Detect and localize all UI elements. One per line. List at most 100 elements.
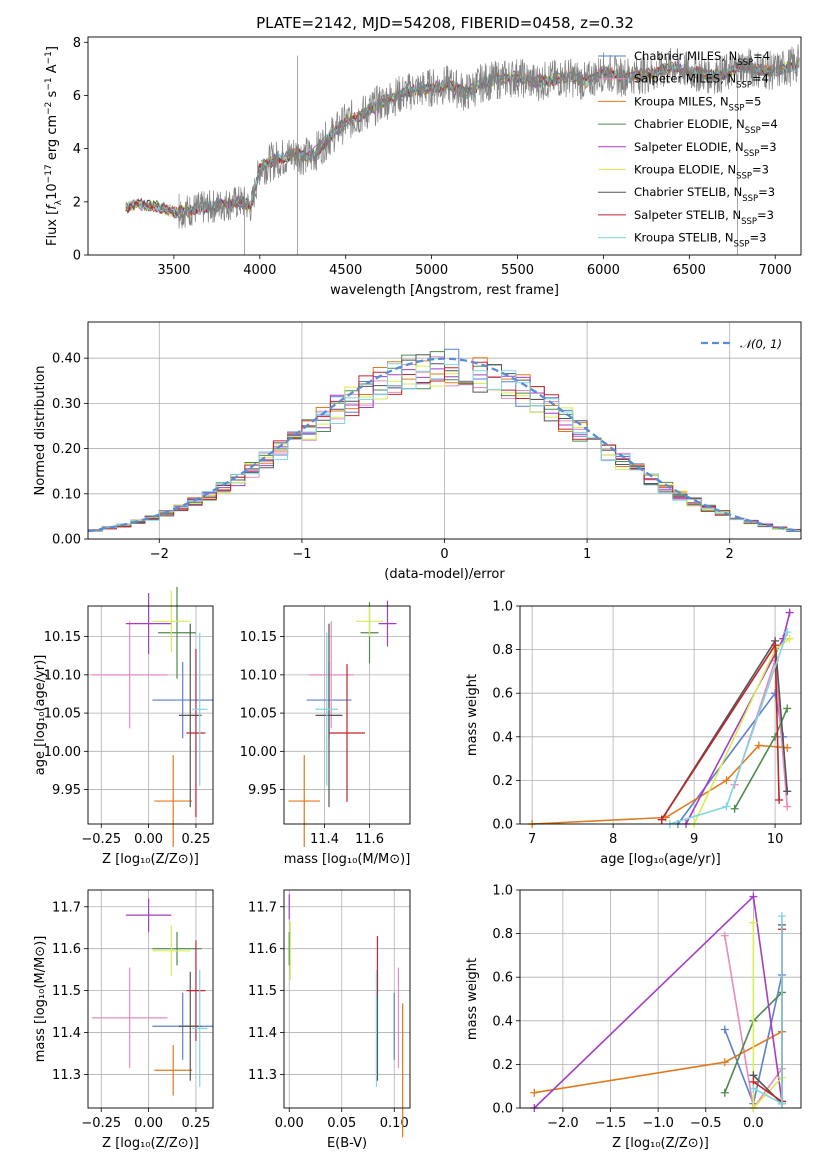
weight-marker xyxy=(783,787,792,796)
weight-marker xyxy=(771,641,780,650)
figure-title: PLATE=2142, MJD=54208, FIBERID=0458, z=0… xyxy=(256,14,634,32)
y-tick-label: 0.2 xyxy=(492,774,513,789)
y-axis-label: age [log₁₀(age/yr)] xyxy=(33,655,48,776)
x-tick-label: −1.0 xyxy=(642,1116,674,1131)
y-tick-label: 9.95 xyxy=(248,783,277,798)
weight-marker xyxy=(722,802,731,811)
legend-entry: Salpeter STELIB, NSSP=3 xyxy=(634,208,774,227)
x-tick-label: −1 xyxy=(292,547,311,562)
x-axis-label: age [log₁₀(age/yr)] xyxy=(600,852,721,867)
y-tick-label: 11.4 xyxy=(248,1026,277,1041)
x-tick-label: −2 xyxy=(150,547,169,562)
panel-mass_vs_Z: −0.25 0.00 0.25 11.3 11.4 11.5 11.6 11.7 Z [log₁… xyxy=(33,889,214,1151)
y-tick-label: 11.4 xyxy=(52,1026,81,1041)
y-tick-label: 10.15 xyxy=(44,630,81,645)
weight-marker xyxy=(783,802,792,811)
y-tick-label: 0.4 xyxy=(492,1014,513,1029)
weight-marker xyxy=(783,743,792,752)
weight-marker xyxy=(777,912,786,921)
x-tick-label: 6500 xyxy=(673,263,706,278)
y-tick-label: 10.05 xyxy=(44,707,81,722)
legend-entry: Chabrier STELIB, NSSP=3 xyxy=(634,185,775,204)
y-tick-label: 2 xyxy=(73,195,81,210)
y-tick-label: 10.15 xyxy=(240,630,277,645)
y-tick-label: 10.00 xyxy=(44,745,81,760)
axes-frame xyxy=(519,605,802,825)
x-tick-label: −0.5 xyxy=(690,1116,722,1131)
x-axis-label: wavelength [Angstrom, rest frame] xyxy=(330,283,559,298)
axes-frame xyxy=(87,605,214,825)
weight-marker xyxy=(720,931,729,940)
y-tick-label: 10.05 xyxy=(240,707,277,722)
y-tick-label: 9.95 xyxy=(52,783,81,798)
y-tick-label: 10.00 xyxy=(240,745,277,760)
y-tick-label: 0 xyxy=(73,249,81,264)
x-tick-label: 9 xyxy=(690,832,698,847)
weight-marker xyxy=(777,1099,786,1108)
x-tick-label: 4000 xyxy=(243,263,276,278)
y-tick-label: 1.0 xyxy=(492,600,513,615)
weight-marker xyxy=(783,628,792,637)
y-axis-label: Flux [fλ10−17 erg cm−2 s−1 A−1] xyxy=(44,46,64,246)
y-tick-label: 1.0 xyxy=(492,884,513,899)
x-axis-label: mass [log₁₀(M/M⊙)] xyxy=(284,852,411,867)
x-tick-label: 8 xyxy=(609,832,617,847)
panel-age_vs_Z: −0.25 0.00 0.25 9.95 10.00 10.05 10.10 10.15 Z [… xyxy=(33,586,214,867)
axes-frame xyxy=(87,889,214,1109)
y-tick-label: 0.10 xyxy=(52,487,81,502)
weight-line xyxy=(661,642,780,821)
x-tick-label: 7 xyxy=(528,832,536,847)
x-tick-label: 5000 xyxy=(415,263,448,278)
weight-marker xyxy=(785,634,794,643)
weight-marker xyxy=(749,918,758,927)
x-axis-label: E(B-V) xyxy=(327,1136,367,1151)
weight-marker xyxy=(720,1088,729,1097)
x-axis-label: Z [log₁₀(Z/Z⊙)] xyxy=(612,1136,709,1151)
weight-marker xyxy=(749,1084,758,1093)
x-tick-label: 0 xyxy=(440,547,448,562)
y-tick-label: 11.7 xyxy=(248,900,277,915)
x-tick-label: −0.25 xyxy=(81,832,121,847)
y-tick-label: 0.8 xyxy=(492,643,513,658)
y-tick-label: 6 xyxy=(73,89,81,104)
y-tick-label: 0.2 xyxy=(492,1058,513,1073)
weight-marker xyxy=(722,776,731,785)
x-axis-label: Z [log₁₀(Z/Z⊙)] xyxy=(102,852,199,867)
y-tick-label: 4 xyxy=(73,142,81,157)
x-tick-label: 2 xyxy=(726,547,734,562)
x-tick-label: 0.10 xyxy=(380,1116,409,1131)
weight-marker xyxy=(730,804,739,813)
x-tick-label: 6000 xyxy=(587,263,620,278)
panel-mass_weight_vs_Z: −2.0 −1.5 −1.0 −0.5 0.0 0.0 0.2 0.4 0.6 0.8 1.0 Z [… xyxy=(465,884,802,1151)
x-tick-label: 10 xyxy=(767,832,784,847)
y-tick-label: 11.6 xyxy=(52,942,81,957)
x-tick-label: 0.00 xyxy=(134,1116,163,1131)
y-tick-label: 0.0 xyxy=(492,1102,513,1117)
y-tick-label: 0.00 xyxy=(52,533,81,548)
y-tick-label: 0.0 xyxy=(492,818,513,833)
legend-entry: Kroupa STELIB, NSSP=3 xyxy=(634,231,766,250)
y-tick-label: 0.4 xyxy=(492,730,513,745)
histogram-salpeter-stelib xyxy=(88,361,801,534)
normal-curve xyxy=(87,357,799,533)
x-tick-label: 0.25 xyxy=(181,1116,210,1131)
y-axis-label: mass weight xyxy=(465,674,480,756)
x-tick-label: 3500 xyxy=(157,263,190,278)
y-tick-label: 10.10 xyxy=(240,668,277,683)
weight-marker xyxy=(720,1025,729,1034)
y-axis-label: mass [log₁₀(M/M⊙)] xyxy=(33,936,48,1063)
y-tick-label: 0.30 xyxy=(52,397,81,412)
y-tick-label: 11.3 xyxy=(52,1068,81,1083)
legend-entry: 𝒩(0, 1) xyxy=(740,337,782,351)
x-axis-label: (data-model)/error xyxy=(384,567,505,582)
y-tick-label: 0.6 xyxy=(492,687,513,702)
weight-marker xyxy=(720,1058,729,1067)
y-tick-label: 11.7 xyxy=(52,900,81,915)
weight-marker xyxy=(783,704,792,713)
y-tick-label: 11.5 xyxy=(52,984,81,999)
weight-marker xyxy=(657,815,666,824)
weight-marker xyxy=(530,1088,539,1097)
y-axis-label: mass weight xyxy=(465,958,480,1040)
x-tick-label: 5500 xyxy=(501,263,534,278)
